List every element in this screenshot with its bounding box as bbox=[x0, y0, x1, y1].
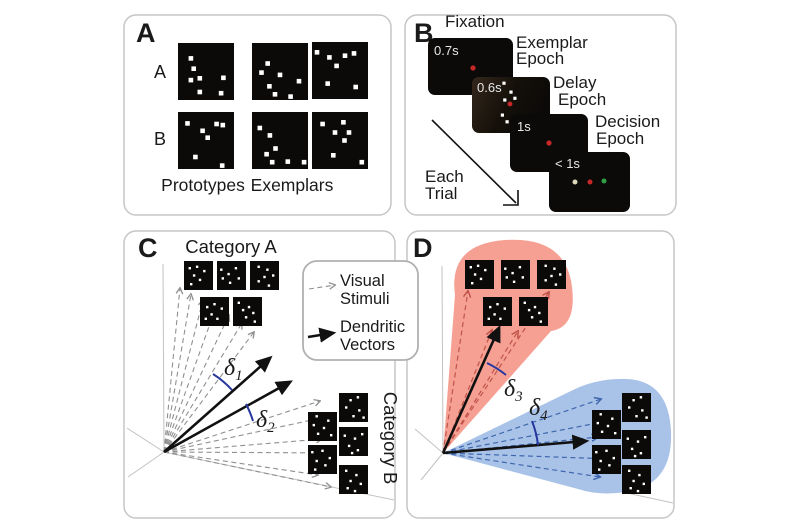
fixation-dot bbox=[507, 101, 513, 107]
mini-stimulus-square bbox=[233, 297, 262, 326]
mini-stimulus-square bbox=[200, 297, 229, 326]
mini-stimulus-square bbox=[622, 465, 651, 494]
mini-stimulus-square bbox=[537, 260, 566, 289]
screen-duration: 0.6s bbox=[477, 80, 502, 95]
panel-d-label: D bbox=[413, 233, 433, 263]
screen-duration: 1s bbox=[517, 119, 531, 134]
legend-visual-line2: Stimuli bbox=[340, 290, 390, 308]
mini-stimulus-square bbox=[308, 412, 337, 441]
dendritic-vector-arrow-3 bbox=[441, 324, 501, 454]
legend-dendritic-line2: Vectors bbox=[340, 336, 395, 354]
epoch-delay-line2: Epoch bbox=[558, 90, 606, 109]
fixation-label: Fixation bbox=[445, 12, 505, 31]
mini-stimulus-square bbox=[592, 410, 621, 439]
legend-visual-line1: Visual bbox=[340, 272, 385, 290]
mini-stimulus-square bbox=[501, 260, 530, 289]
delta1-arc bbox=[212, 373, 233, 391]
mini-stimulus-square bbox=[483, 297, 512, 326]
mini-stimulus-square bbox=[592, 445, 621, 474]
stimulus-square-exemplar-b2 bbox=[312, 112, 368, 169]
fixation-dot bbox=[546, 140, 552, 146]
screen-duration: 0.7s bbox=[434, 43, 459, 58]
mini-stimulus-square bbox=[622, 393, 651, 422]
dendritic-vector-arrow-1 bbox=[163, 355, 273, 453]
each-trial-line1: Each bbox=[425, 167, 464, 186]
delta3-arc bbox=[486, 362, 507, 376]
legend-visual-stimuli-arrow bbox=[308, 285, 335, 289]
row-b-label: B bbox=[154, 129, 166, 149]
mini-stimulus-square bbox=[217, 261, 246, 290]
epoch-delay-line1: Delay bbox=[553, 73, 597, 92]
category-a-title: Category A bbox=[185, 236, 277, 257]
stimulus-square-exemplar-a2 bbox=[312, 42, 368, 99]
mini-stimulus-square bbox=[250, 261, 279, 290]
visual-stimulus-arrows-b bbox=[163, 401, 336, 487]
dendritic-vector-arrow-2 bbox=[163, 380, 293, 454]
mini-stimulus-square bbox=[339, 393, 368, 422]
each-trial-arrowhead bbox=[503, 190, 519, 206]
panel-c-label: C bbox=[138, 233, 158, 263]
stimulus-square-exemplar-a1 bbox=[252, 43, 308, 100]
delta2-label: δ2 bbox=[256, 407, 275, 436]
delta4-arc bbox=[531, 420, 539, 446]
dendritic-vector-arrow-4 bbox=[442, 434, 590, 455]
mini-stimulus-square bbox=[622, 430, 651, 459]
panel-b-label: B bbox=[414, 18, 434, 48]
delta4-label: δ4 bbox=[529, 395, 548, 424]
screen-duration: < 1s bbox=[555, 156, 580, 171]
stimulus-square-prototype-a bbox=[178, 43, 234, 100]
row-a-label: A bbox=[154, 62, 166, 82]
mini-stimulus-square bbox=[465, 260, 494, 289]
delta1-label: δ1 bbox=[224, 355, 243, 384]
mini-stimulus-square bbox=[339, 465, 368, 494]
mini-stimulus-square bbox=[519, 297, 548, 326]
mini-stimulus-square bbox=[339, 427, 368, 456]
each-trial-arrow bbox=[431, 119, 517, 204]
mini-stimulus-square bbox=[308, 445, 337, 474]
epoch-exemplar-line2: Epoch bbox=[516, 49, 564, 68]
visual-stimulus-arrows-red bbox=[442, 291, 549, 454]
legend-box: Visual Stimuli Dendritic Vectors bbox=[302, 260, 419, 361]
stimulus-square-exemplar-b1 bbox=[252, 112, 308, 169]
fixation-dot bbox=[470, 65, 476, 71]
panel-a-label: A bbox=[136, 18, 156, 48]
prototypes-caption: Prototypes bbox=[161, 175, 245, 195]
stimulus-square-prototype-b bbox=[178, 112, 234, 169]
legend-dendritic-vector-arrow bbox=[307, 327, 337, 343]
trial-screen-decision: < 1s bbox=[549, 152, 630, 212]
delta2-arc bbox=[245, 403, 254, 422]
target-dot-red bbox=[587, 179, 593, 185]
exemplar-dot-pattern bbox=[500, 81, 517, 124]
mini-stimulus-square bbox=[184, 261, 213, 290]
epoch-exemplar-line1: Exemplar bbox=[516, 33, 588, 52]
each-trial-line2: Trial bbox=[425, 184, 457, 203]
epoch-decision-line2: Epoch bbox=[596, 129, 644, 148]
visual-stimulus-arrows-a bbox=[163, 288, 254, 453]
delta3-label: δ3 bbox=[504, 376, 523, 405]
target-dot-white bbox=[572, 179, 578, 185]
category-b-title: Category B bbox=[380, 392, 401, 485]
legend-dendritic-line1: Dendritic bbox=[340, 318, 405, 336]
exemplars-caption: Exemplars bbox=[251, 175, 334, 195]
target-dot-green bbox=[601, 178, 607, 184]
epoch-decision-line1: Decision bbox=[595, 112, 660, 131]
